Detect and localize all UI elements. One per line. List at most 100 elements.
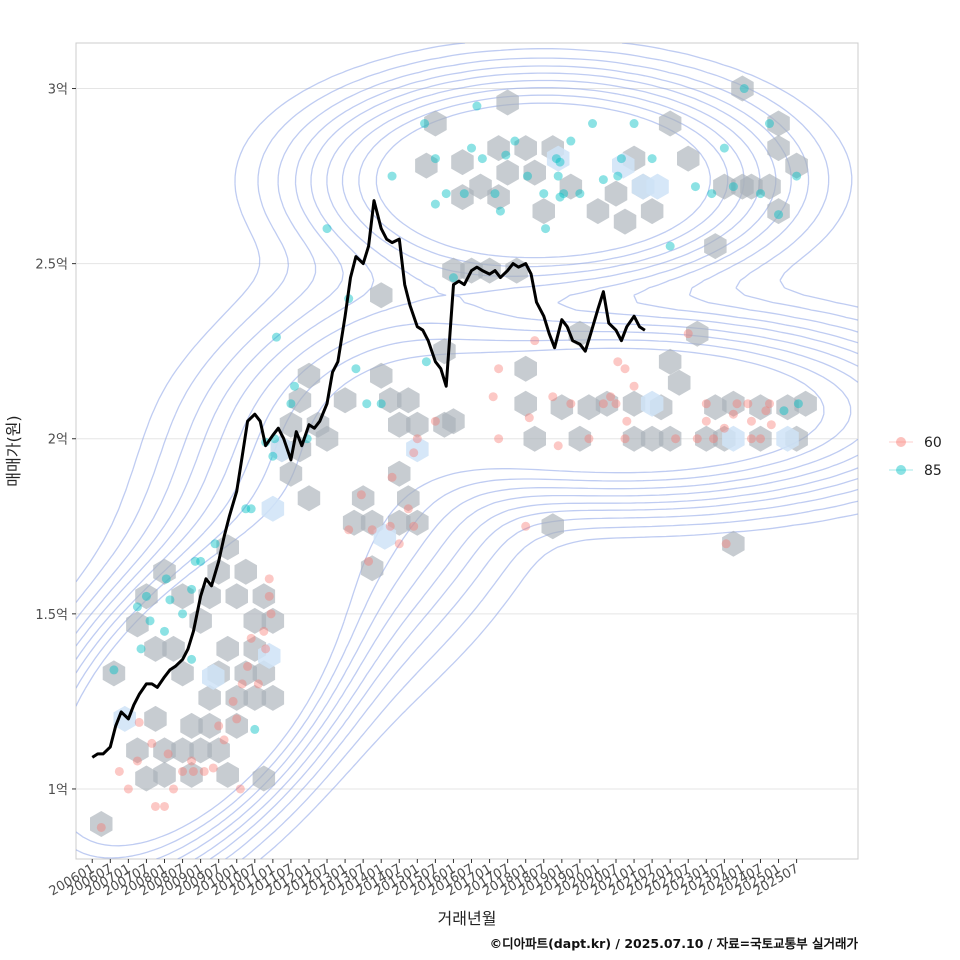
point-60-63 bbox=[701, 416, 711, 426]
point-60-24 bbox=[261, 644, 271, 654]
hexbin-55 bbox=[370, 282, 393, 309]
hexbin-63 bbox=[406, 509, 429, 536]
point-85-42 bbox=[501, 150, 511, 160]
hexbin-103 bbox=[640, 425, 664, 452]
legend-swatch-60 bbox=[896, 437, 906, 447]
legend-label-60: 60 bbox=[924, 435, 942, 451]
hexbin-86 bbox=[532, 198, 555, 225]
y-tick-label-2: 2억 bbox=[48, 433, 68, 448]
median-price-line bbox=[91, 199, 646, 759]
point-85-51 bbox=[559, 189, 569, 199]
hexbin-23 bbox=[216, 635, 239, 662]
hexbin-79 bbox=[487, 184, 510, 211]
point-60-16 bbox=[219, 735, 229, 745]
point-60-47 bbox=[548, 392, 558, 402]
point-60-73 bbox=[765, 399, 775, 409]
hexbin-26 bbox=[225, 712, 248, 739]
hexbin-light-8 bbox=[612, 152, 635, 179]
density-contour-0 bbox=[76, 43, 858, 859]
hexbin-71 bbox=[451, 184, 474, 211]
point-60-18 bbox=[232, 714, 242, 724]
point-60-43 bbox=[494, 434, 504, 444]
point-60-23 bbox=[259, 626, 269, 636]
hexbin-47 bbox=[297, 485, 321, 512]
point-85-29 bbox=[387, 171, 397, 181]
point-60-22 bbox=[253, 679, 263, 689]
point-60-48 bbox=[553, 441, 563, 451]
hexbin-78 bbox=[496, 89, 519, 116]
point-85-2 bbox=[136, 644, 146, 654]
hexbin-light-2 bbox=[258, 642, 281, 669]
point-60-44 bbox=[521, 521, 531, 531]
hexbin-27 bbox=[225, 684, 248, 711]
point-60-55 bbox=[620, 434, 630, 444]
point-85-54 bbox=[588, 119, 598, 129]
legend-item-85: 85 bbox=[889, 463, 942, 479]
point-85-61 bbox=[690, 182, 700, 192]
hexbin-45 bbox=[297, 362, 321, 389]
hexbin-7 bbox=[153, 558, 176, 585]
hexbin-1 bbox=[102, 660, 126, 687]
point-60-17 bbox=[228, 696, 238, 706]
hexbin-56 bbox=[370, 362, 393, 389]
point-60-40 bbox=[430, 416, 440, 426]
point-60-35 bbox=[394, 539, 404, 549]
point-60-54 bbox=[613, 357, 623, 367]
legend-swatch-85 bbox=[896, 465, 906, 475]
point-85-1 bbox=[132, 602, 142, 612]
density-contour-4 bbox=[76, 72, 858, 859]
point-60-37 bbox=[409, 521, 419, 531]
hexbin-109 bbox=[677, 145, 700, 172]
hexbin-93 bbox=[577, 394, 601, 421]
legend-item-60: 60 bbox=[889, 435, 942, 451]
point-60-20 bbox=[243, 661, 253, 671]
hexbin-101 bbox=[622, 390, 646, 417]
hexbin-112 bbox=[704, 233, 727, 260]
point-60-31 bbox=[364, 556, 374, 566]
hexbin-100 bbox=[622, 425, 646, 452]
hexbin-108 bbox=[667, 369, 691, 396]
point-85-27 bbox=[362, 399, 372, 409]
point-85-69 bbox=[792, 171, 802, 181]
point-85-65 bbox=[739, 84, 749, 94]
hexbin-light-3 bbox=[261, 495, 285, 522]
point-85-36 bbox=[459, 189, 469, 199]
point-85-34 bbox=[441, 189, 451, 199]
point-85-39 bbox=[477, 154, 487, 164]
hexbin-121 bbox=[749, 394, 772, 421]
point-85-9 bbox=[187, 654, 197, 664]
hexbin-39 bbox=[234, 558, 257, 585]
point-85-67 bbox=[765, 119, 775, 129]
y-tick-label-4: 3억 bbox=[48, 83, 68, 98]
point-60-5 bbox=[147, 738, 157, 748]
hexbin-114 bbox=[713, 173, 736, 200]
point-60-13 bbox=[199, 766, 209, 776]
hexbin-88 bbox=[541, 513, 564, 540]
point-85-52 bbox=[566, 136, 576, 146]
point-85-11 bbox=[196, 556, 206, 566]
point-60-74 bbox=[766, 420, 776, 430]
density-contour-2 bbox=[76, 57, 858, 859]
point-60-41 bbox=[488, 392, 498, 402]
point-60-36 bbox=[403, 504, 413, 514]
hexbin-94 bbox=[586, 198, 610, 225]
hexbin-76 bbox=[487, 135, 510, 162]
y-tick-label-0: 1억 bbox=[48, 783, 68, 798]
hexbin-102 bbox=[640, 198, 664, 225]
point-85-57 bbox=[616, 154, 626, 164]
point-60-51 bbox=[598, 399, 608, 409]
point-85-15 bbox=[241, 504, 251, 514]
hexbin-24 bbox=[207, 737, 230, 764]
point-60-69 bbox=[746, 416, 756, 426]
hexbin-20 bbox=[198, 712, 221, 739]
point-60-32 bbox=[367, 525, 377, 535]
hexbin-122 bbox=[749, 425, 772, 452]
point-85-6 bbox=[159, 626, 169, 636]
hexbin-6 bbox=[135, 583, 158, 610]
point-85-53 bbox=[575, 189, 585, 199]
point-85-63 bbox=[719, 143, 729, 153]
point-85-3 bbox=[141, 591, 151, 601]
hexbin-89 bbox=[550, 394, 574, 421]
point-60-53 bbox=[611, 399, 621, 409]
hexbin-25 bbox=[216, 761, 239, 788]
